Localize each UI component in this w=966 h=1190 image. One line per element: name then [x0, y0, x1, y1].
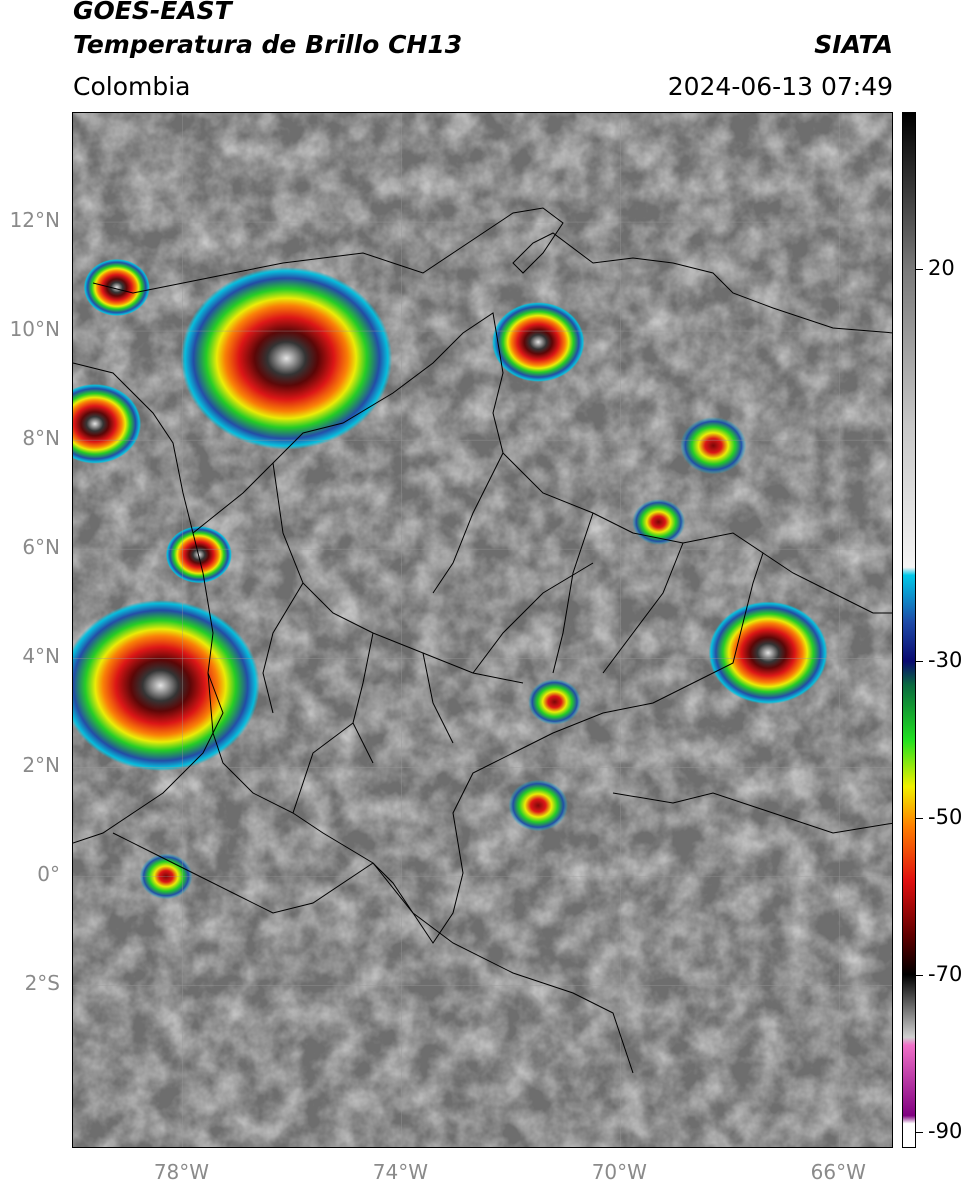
- lat-label: 10°N: [9, 317, 60, 342]
- satellite-title: GOES-EAST: [73, 0, 232, 25]
- datetime-label: 2024-06-13 07:49: [667, 72, 893, 101]
- convective-cell-7: [708, 601, 828, 705]
- convective-cell-1: [83, 258, 150, 316]
- brazil-border: [612, 792, 892, 834]
- colorbar: [902, 112, 916, 1148]
- colorbar-tick-label: -50: [928, 805, 963, 830]
- coastline-caribbean: [92, 207, 892, 334]
- colorbar-tick-label: -90: [928, 1119, 963, 1144]
- lon-label: 66°W: [810, 1160, 866, 1184]
- coastline-pacific: [73, 362, 224, 844]
- convective-cell-4: [680, 417, 747, 475]
- satellite-map: [72, 112, 893, 1148]
- colorbar-tick-label: -70: [928, 962, 963, 987]
- lat-label: 12°N: [9, 208, 60, 233]
- colombia-border: [192, 312, 764, 944]
- lat-label: 4°N: [22, 644, 60, 669]
- dept-borders: [262, 452, 684, 814]
- lat-label: 6°N: [22, 535, 60, 560]
- product-title: Temperatura de Brillo CH13: [73, 30, 463, 59]
- peru-border: [372, 862, 634, 1074]
- lat-label: 2°S: [24, 971, 60, 996]
- map-canvas: [73, 113, 892, 1147]
- colorbar-tick-label: -30: [928, 648, 963, 673]
- convective-cell-8: [528, 679, 582, 725]
- region-label: Colombia: [73, 72, 191, 101]
- lat-label: 0°: [37, 862, 60, 887]
- convective-cell-2: [73, 383, 142, 464]
- lon-label: 78°W: [153, 1160, 210, 1184]
- convective-cell-3: [492, 302, 585, 382]
- lon-label: 74°W: [372, 1160, 428, 1184]
- organization-label: SIATA: [814, 30, 893, 59]
- lat-label: 2°N: [22, 753, 60, 778]
- political-borders: [73, 207, 892, 1074]
- convective-cell-0: [180, 267, 393, 450]
- colorbar-tick-mark: [916, 661, 923, 663]
- lon-label: 70°W: [591, 1160, 647, 1184]
- colorbar-tick-mark: [916, 818, 923, 820]
- lat-label: 8°N: [22, 426, 60, 451]
- colorbar-tick-mark: [916, 1132, 923, 1134]
- venezuela-border: [762, 552, 892, 614]
- convective-cell-9: [508, 779, 568, 832]
- convective-cell-11: [632, 499, 686, 545]
- colorbar-tick-label: 20: [928, 255, 955, 280]
- colorbar-tick-mark: [916, 268, 923, 270]
- ecuador-border: [112, 832, 374, 914]
- colorbar-tick-mark: [916, 975, 923, 977]
